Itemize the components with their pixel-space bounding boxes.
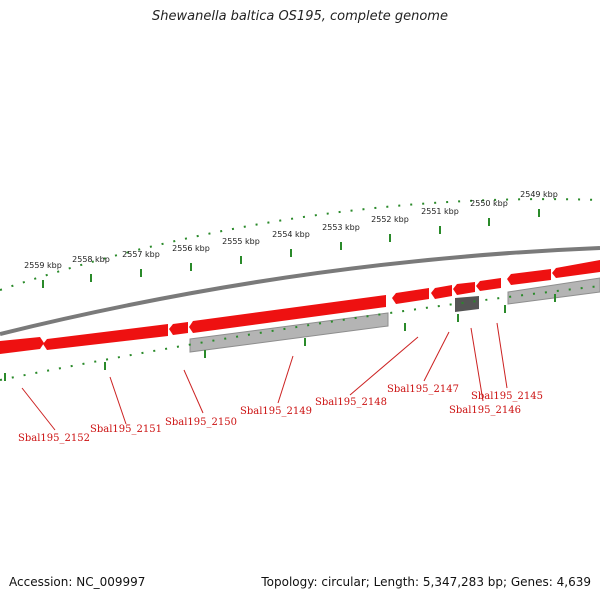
gene-reverse-2149[interactable]: [189, 312, 389, 353]
gene-forward-2145b[interactable]: [507, 269, 551, 285]
gene-forward-2152[interactable]: [0, 337, 44, 354]
gene-labels: Sbal195_2152Sbal195_2151Sbal195_2150Sbal…: [18, 384, 543, 444]
gene-label[interactable]: Sbal195_2150: [165, 417, 237, 428]
kbp-label: 2553 kbp: [322, 223, 360, 232]
accession-label: Accession: NC_009997: [9, 575, 146, 589]
kbp-labels: 2549 kbp 2550 kbp 2551 kbp 2552 kbp 2553 kbp…: [24, 190, 558, 270]
gene-label[interactable]: Sbal195_2145: [471, 391, 543, 402]
genome-title: Shewanella baltica OS195, complete genom…: [152, 9, 448, 24]
gene-forward-2145c[interactable]: [552, 260, 600, 278]
gene-label[interactable]: Sbal195_2146: [449, 405, 521, 416]
gene-forward-2150[interactable]: [169, 322, 188, 335]
kbp-label: 2558 kbp: [72, 255, 110, 264]
gene-label[interactable]: Sbal195_2147: [387, 384, 459, 395]
leader-lines: [21, 322, 508, 431]
kbp-major-ticks: [42, 209, 540, 288]
gene-forward-2148[interactable]: [392, 288, 429, 304]
gene-label[interactable]: Sbal195_2148: [315, 397, 387, 408]
backbone-line: [0, 246, 600, 336]
gene-forward-2146-red[interactable]: [453, 282, 475, 295]
kbp-label: 2554 kbp: [272, 230, 310, 239]
kbp-label: 2559 kbp: [24, 261, 62, 270]
inner-major-ticks: [4, 294, 556, 381]
gene-2146[interactable]: [455, 296, 479, 312]
gene-forward-2147[interactable]: [431, 285, 452, 299]
gene-forward-2149-red[interactable]: [189, 295, 386, 333]
kbp-label: 2556 kbp: [172, 244, 210, 253]
gene-reverse-2145[interactable]: [507, 277, 600, 305]
kbp-label: 2550 kbp: [470, 199, 508, 208]
kbp-label: 2552 kbp: [371, 215, 409, 224]
gene-forward-2151[interactable]: [43, 324, 168, 350]
kbp-label: 2551 kbp: [421, 207, 459, 216]
gene-forward-2145a[interactable]: [476, 278, 501, 291]
gene-label[interactable]: Sbal195_2151: [90, 424, 162, 435]
gene-label[interactable]: Sbal195_2152: [18, 433, 90, 444]
kbp-label: 2557 kbp: [122, 250, 160, 259]
kbp-label: 2549 kbp: [520, 190, 558, 199]
inner-tick-track: [0, 285, 600, 381]
genome-summary: Topology: circular; Length: 5,347,283 bp…: [261, 575, 591, 589]
kbp-label: 2555 kbp: [222, 237, 260, 246]
gene-label[interactable]: Sbal195_2149: [240, 406, 312, 417]
